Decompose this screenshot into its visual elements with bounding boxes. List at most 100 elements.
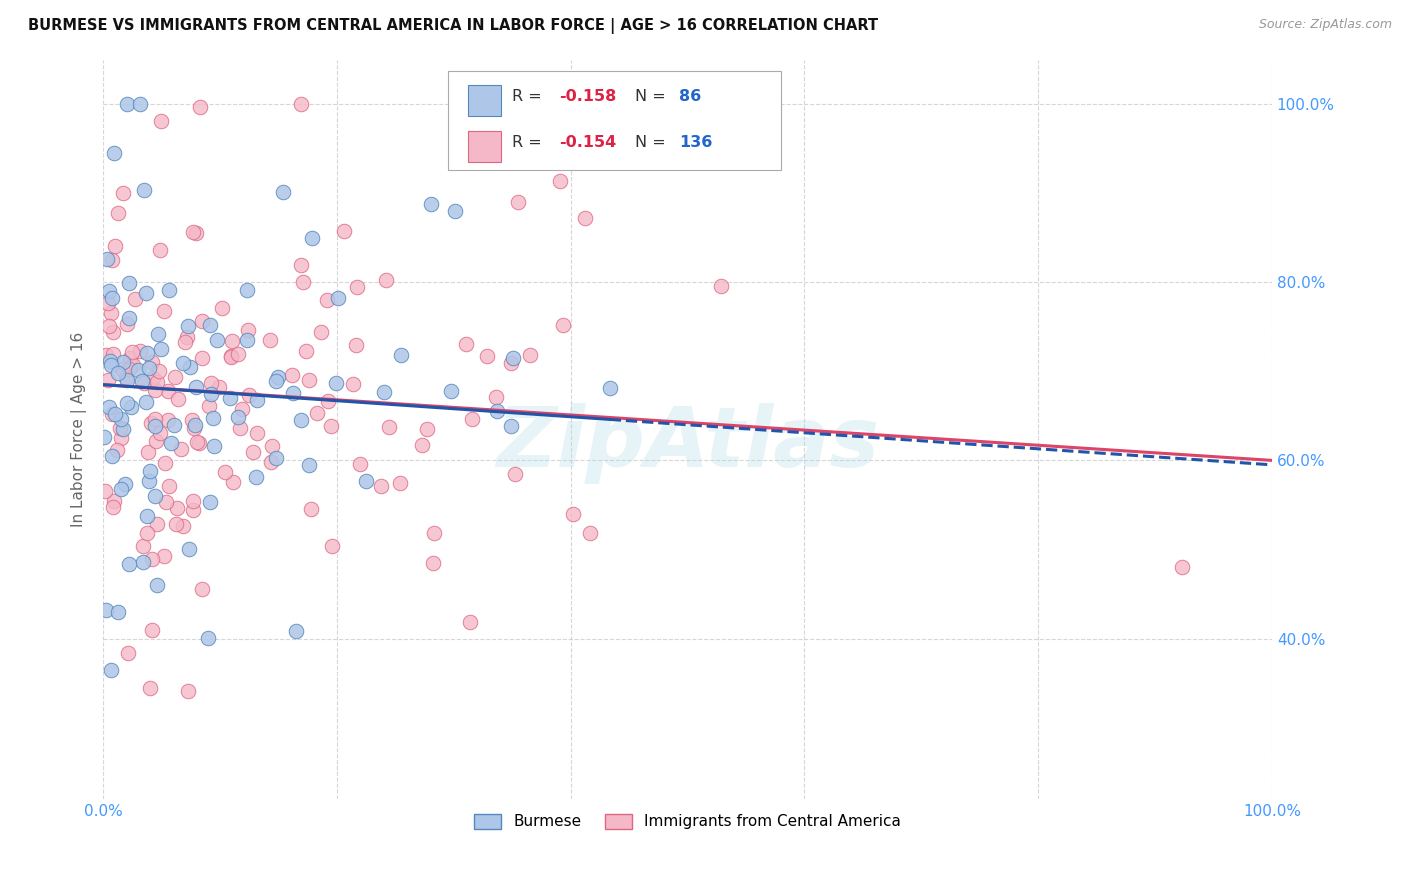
Text: 136: 136 [679,136,713,150]
Point [501,418,523,433]
Point [458,615,481,629]
Point [98,354,121,368]
Point [460,412,482,426]
Point [138,361,160,376]
Point [231,402,253,417]
Point [149,343,172,357]
Point [107,367,129,381]
Point [115,396,138,410]
Point [486,404,509,418]
Point [228,421,250,435]
Point [184,227,207,241]
Point [191,314,214,328]
Point [143,489,166,503]
Point [141,355,163,369]
Point [599,381,621,395]
Point [198,495,221,509]
Point [342,376,364,391]
Point [242,445,264,459]
Point [107,606,129,620]
Point [375,273,398,287]
Point [141,623,163,637]
Point [170,442,193,456]
Point [145,412,167,426]
Point [290,413,312,427]
Point [183,417,205,432]
Point [290,97,312,112]
Point [103,500,125,514]
Point [519,348,541,362]
Point [238,323,260,337]
Point [97,373,120,387]
Point [115,97,138,112]
Point [190,351,212,365]
Point [115,317,138,331]
Point [214,465,236,479]
Point [100,252,122,267]
Point [1171,560,1194,574]
Point [370,479,392,493]
Point [299,501,322,516]
Point [153,303,176,318]
Point [710,278,733,293]
Point [112,422,135,436]
Point [110,431,132,445]
Point [114,477,136,491]
Point [167,392,190,406]
Text: N =: N = [636,136,671,150]
Point [422,556,444,570]
Point [156,412,179,426]
Point [145,434,167,449]
Point [100,663,122,677]
Point [163,417,186,432]
Point [356,474,378,488]
Point [165,516,187,531]
Point [118,310,141,325]
Point [574,211,596,225]
Point [219,392,242,406]
Point [173,335,195,350]
Point [349,458,371,472]
Point [153,456,176,470]
Point [148,364,170,378]
Point [319,419,342,434]
Text: Source: ZipAtlas.com: Source: ZipAtlas.com [1258,18,1392,31]
Point [307,406,329,420]
Point [346,280,368,294]
Point [294,344,316,359]
Point [94,483,117,498]
Point [177,542,200,557]
Point [139,463,162,477]
Point [188,100,211,114]
Legend: Burmese, Immigrants from Central America: Burmese, Immigrants from Central America [468,808,907,836]
Text: -0.154: -0.154 [560,136,616,150]
Text: BURMESE VS IMMIGRANTS FROM CENTRAL AMERICA IN LABOR FORCE | AGE > 16 CORRELATION: BURMESE VS IMMIGRANTS FROM CENTRAL AMERI… [28,18,879,34]
Point [309,325,332,339]
Point [198,399,221,413]
Point [191,582,214,597]
Point [280,368,302,383]
Point [183,421,205,435]
Point [200,376,222,390]
Point [160,436,183,450]
Point [146,516,169,531]
Point [333,223,356,237]
Point [186,435,208,450]
Point [246,425,269,440]
Point [301,230,323,244]
Point [271,185,294,199]
Point [103,146,125,161]
Point [499,356,522,370]
Point [136,525,159,540]
Point [115,373,138,387]
Point [115,370,138,384]
Point [131,539,153,553]
Point [579,526,602,541]
Point [328,291,350,305]
Point [416,421,439,435]
Point [259,333,281,347]
Point [129,344,152,359]
Point [101,407,124,421]
Point [145,578,167,592]
Point [153,549,176,563]
